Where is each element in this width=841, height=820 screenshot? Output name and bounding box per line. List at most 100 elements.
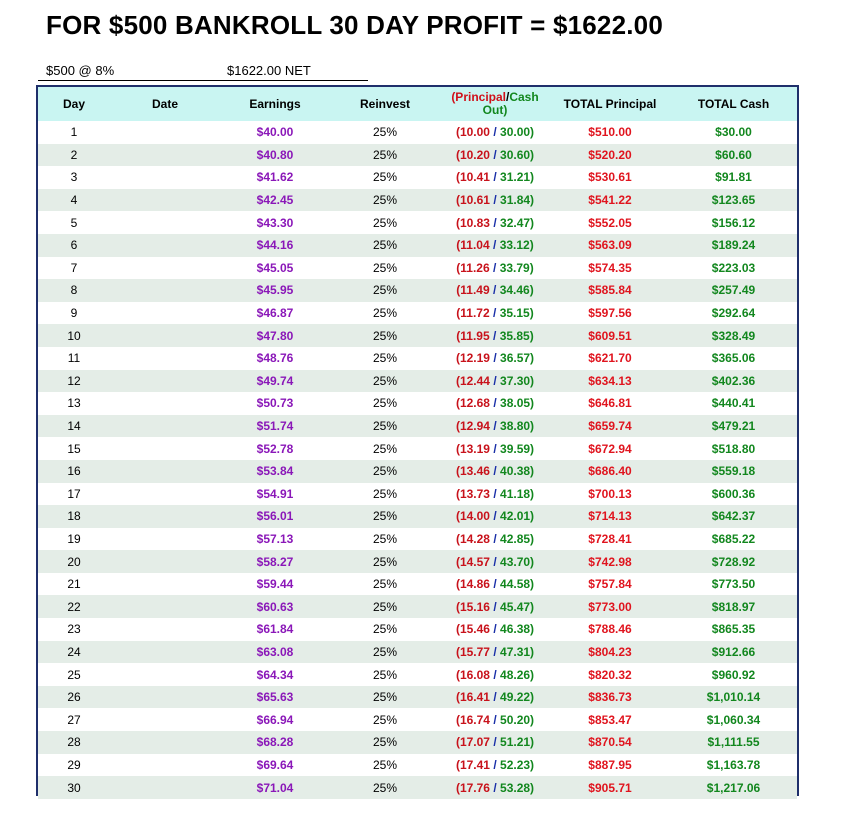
cell-principal-cash-out: (15.77 / 47.31) [440, 641, 550, 664]
cell-reinvest: 25% [372, 215, 398, 230]
cell-total-cash: $91.81 [715, 170, 752, 185]
table-row: 17 $54.91 25% (13.73 / 41.18) $700.13 $600.36 [38, 483, 797, 506]
cell-total-cash: $559.18 [711, 464, 756, 479]
cell-reinvest: 25% [372, 531, 398, 546]
principal-amount: (10.61 [455, 193, 490, 208]
cell-earnings: $44.16 [256, 238, 294, 253]
principal-amount: (16.74 [455, 712, 490, 727]
cell-principal-cash-out: (14.00 / 42.01) [440, 505, 550, 528]
cell-day: 28 [67, 735, 81, 750]
header-date: Date [151, 96, 178, 111]
principal-amount: (14.00 [455, 509, 490, 524]
cell-principal-cash-out: (12.19 / 36.57) [440, 347, 550, 370]
cell-earnings: $69.64 [256, 757, 294, 772]
cell-earnings: $66.94 [256, 712, 294, 727]
cell-earnings: $41.62 [256, 170, 294, 185]
cell-date [110, 370, 220, 393]
cell-date [110, 189, 220, 212]
cell-total-principal: $757.84 [588, 577, 632, 592]
cell-date [110, 528, 220, 551]
cell-earnings: $61.84 [256, 622, 294, 637]
cell-day: 30 [67, 780, 81, 795]
cell-principal-cash-out: (16.41 / 49.22) [440, 686, 550, 709]
cell-total-cash: $223.03 [711, 260, 756, 275]
table-body: 1 $40.00 25% (10.00 / 30.00) $510.00 $30.00 2 $… [38, 121, 797, 799]
cell-reinvest: 25% [372, 486, 398, 501]
slash-separator: / [493, 577, 497, 592]
cell-date [110, 302, 220, 325]
cash-out-amount: 42.85) [500, 531, 535, 546]
principal-amount: (13.73 [455, 486, 490, 501]
principal-amount: (14.28 [455, 531, 490, 546]
slash-separator: / [493, 554, 497, 569]
cell-earnings: $57.13 [256, 531, 294, 546]
table-row: 22 $60.63 25% (15.16 / 45.47) $773.00 $818.97 [38, 595, 797, 619]
cell-earnings: $53.84 [256, 464, 294, 479]
table-row: 23 $61.84 25% (15.46 / 46.38) $788.46 $865.35 [38, 618, 797, 641]
cell-date [110, 686, 220, 709]
cell-earnings: $58.27 [256, 554, 294, 569]
cell-reinvest: 25% [372, 125, 398, 140]
principal-amount: (12.19 [455, 351, 490, 366]
cell-date [110, 121, 220, 144]
cell-total-cash: $912.66 [711, 644, 756, 659]
cell-total-principal: $905.71 [588, 780, 632, 795]
cell-reinvest: 25% [372, 419, 398, 434]
principal-amount: (13.46 [455, 464, 490, 479]
cell-day: 16 [67, 464, 81, 479]
cell-principal-cash-out: (11.72 / 35.15) [440, 302, 550, 325]
slash-separator: / [493, 599, 497, 614]
cell-day: 22 [67, 599, 81, 614]
table-row: 11 $48.76 25% (12.19 / 36.57) $621.70 $365.06 [38, 347, 797, 370]
cell-earnings: $42.45 [256, 193, 294, 208]
cell-total-cash: $30.00 [715, 125, 752, 140]
cell-day: 8 [70, 283, 78, 298]
table-row: 26 $65.63 25% (16.41 / 49.22) $836.73 $1,010.… [38, 685, 797, 709]
cell-day: 3 [70, 170, 78, 185]
cell-reinvest: 25% [372, 622, 398, 637]
cell-earnings: $54.91 [256, 486, 294, 501]
cell-principal-cash-out: (12.68 / 38.05) [440, 392, 550, 415]
table-row: 28 $68.28 25% (17.07 / 51.21) $870.54 $1,111.… [38, 731, 797, 754]
table-row: 12 $49.74 25% (12.44 / 37.30) $634.13 $402.36 [38, 369, 797, 393]
cell-earnings: $50.73 [256, 396, 294, 411]
principal-amount: (16.08 [455, 667, 490, 682]
cell-earnings: $45.95 [256, 283, 294, 298]
cell-total-cash: $479.21 [711, 419, 756, 434]
table-row: 10 $47.80 25% (11.95 / 35.85) $609.51 $328.49 [38, 324, 797, 347]
table-row: 6 $44.16 25% (11.04 / 33.12) $563.09 $189.24 [38, 233, 797, 257]
cell-day: 18 [67, 509, 81, 524]
cell-reinvest: 25% [372, 757, 398, 772]
cell-principal-cash-out: (13.46 / 40.38) [440, 460, 550, 483]
cell-date [110, 641, 220, 664]
cell-total-principal: $887.95 [588, 757, 632, 772]
cell-day: 15 [67, 441, 81, 456]
slash-separator: / [493, 712, 497, 727]
cell-date [110, 211, 220, 234]
cell-reinvest: 25% [372, 283, 398, 298]
cell-total-cash: $292.64 [711, 306, 756, 321]
cell-day: 13 [67, 396, 81, 411]
slash-separator: / [493, 486, 497, 501]
principal-amount: (15.77 [455, 644, 490, 659]
cash-out-amount: 53.28) [500, 780, 535, 795]
cell-reinvest: 25% [372, 509, 398, 524]
table-row: 30 $71.04 25% (17.76 / 53.28) $905.71 $1,217.… [38, 776, 797, 799]
net-total-label: $1622.00 NET [227, 63, 311, 78]
cash-out-amount: 31.84) [500, 193, 535, 208]
cash-out-amount: 34.46) [499, 283, 534, 298]
cash-out-amount: 50.20) [500, 712, 535, 727]
cell-earnings: $56.01 [256, 509, 294, 524]
principal-amount: (17.07 [455, 735, 490, 750]
table-row: 9 $46.87 25% (11.72 / 35.15) $597.56 $292.64 [38, 302, 797, 325]
cell-principal-cash-out: (13.73 / 41.18) [440, 483, 550, 506]
cell-principal-cash-out: (14.57 / 43.70) [440, 550, 550, 573]
cell-reinvest: 25% [372, 577, 398, 592]
cell-total-principal: $773.00 [588, 599, 632, 614]
principal-amount: (16.41 [455, 690, 490, 705]
cell-date [110, 550, 220, 573]
cell-earnings: $40.80 [256, 147, 294, 162]
cell-total-cash: $818.97 [711, 599, 756, 614]
cell-date [110, 392, 220, 415]
cash-out-amount: 42.01) [500, 509, 535, 524]
